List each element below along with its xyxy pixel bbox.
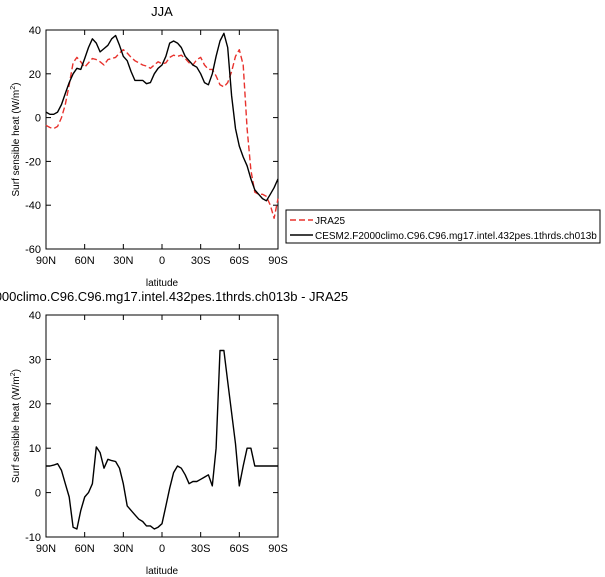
x-tick-label: 90S [268,255,288,267]
bottom-chart: .F2000climo.C96.C96.mg17.intel.432pes.1t… [0,289,348,577]
y-tick-label: -10 [25,532,41,544]
y-tick-label: 0 [35,488,41,500]
y-tick-label: 0 [35,113,41,125]
chart-title: JJA [151,4,173,19]
y-tick-label: 20 [29,69,41,81]
y-tick-label: 30 [29,354,41,366]
legend-label-1: JRA25 [315,216,345,227]
y-axis-label: Surf sensible heat (W/m2) [10,83,22,197]
x-tick-label: 90N [36,543,56,555]
y-tick-label: 40 [29,25,41,37]
x-tick-label: 90S [268,543,288,555]
y-tick-label: 20 [29,399,41,411]
x-tick-label: 60S [230,255,250,267]
x-axis-label: latitude [146,566,179,577]
y-tick-label: -20 [25,156,41,168]
x-tick-label: 60S [230,543,250,555]
series-line-2 [45,32,279,202]
legend-box [285,209,601,244]
x-tick-label: 30S [191,543,211,555]
legend-label-2: CESM2.F2000climo.C96.C96.mg17.intel.432p… [315,231,597,242]
x-tick-label: 30N [113,255,133,267]
x-tick-label: 90N [36,255,56,267]
y-tick-label: -60 [25,244,41,256]
y-tick-label: -40 [25,200,41,212]
x-axis-label: latitude [146,278,179,289]
top-chart: JJA 90N 60N 30N 0 30S 60S 90S -60 -40 -20 0 20 40 lati… [10,4,601,289]
y-tick-label: 40 [29,310,41,322]
chart-title: .F2000climo.C96.C96.mg17.intel.432pes.1t… [0,289,348,304]
series-line-1 [45,49,279,220]
x-tick-label: 60N [75,255,95,267]
x-tick-label: 30S [191,255,211,267]
plot-frame [45,314,279,538]
y-axis-label: Surf sensible heat (W/m2) [10,369,22,483]
y-tick-label: 10 [29,443,41,455]
series-line-1 [46,349,278,530]
x-tick-label: 0 [159,255,165,267]
x-tick-label: 0 [159,543,165,555]
x-tick-label: 60N [75,543,95,555]
x-tick-label: 30N [113,543,133,555]
